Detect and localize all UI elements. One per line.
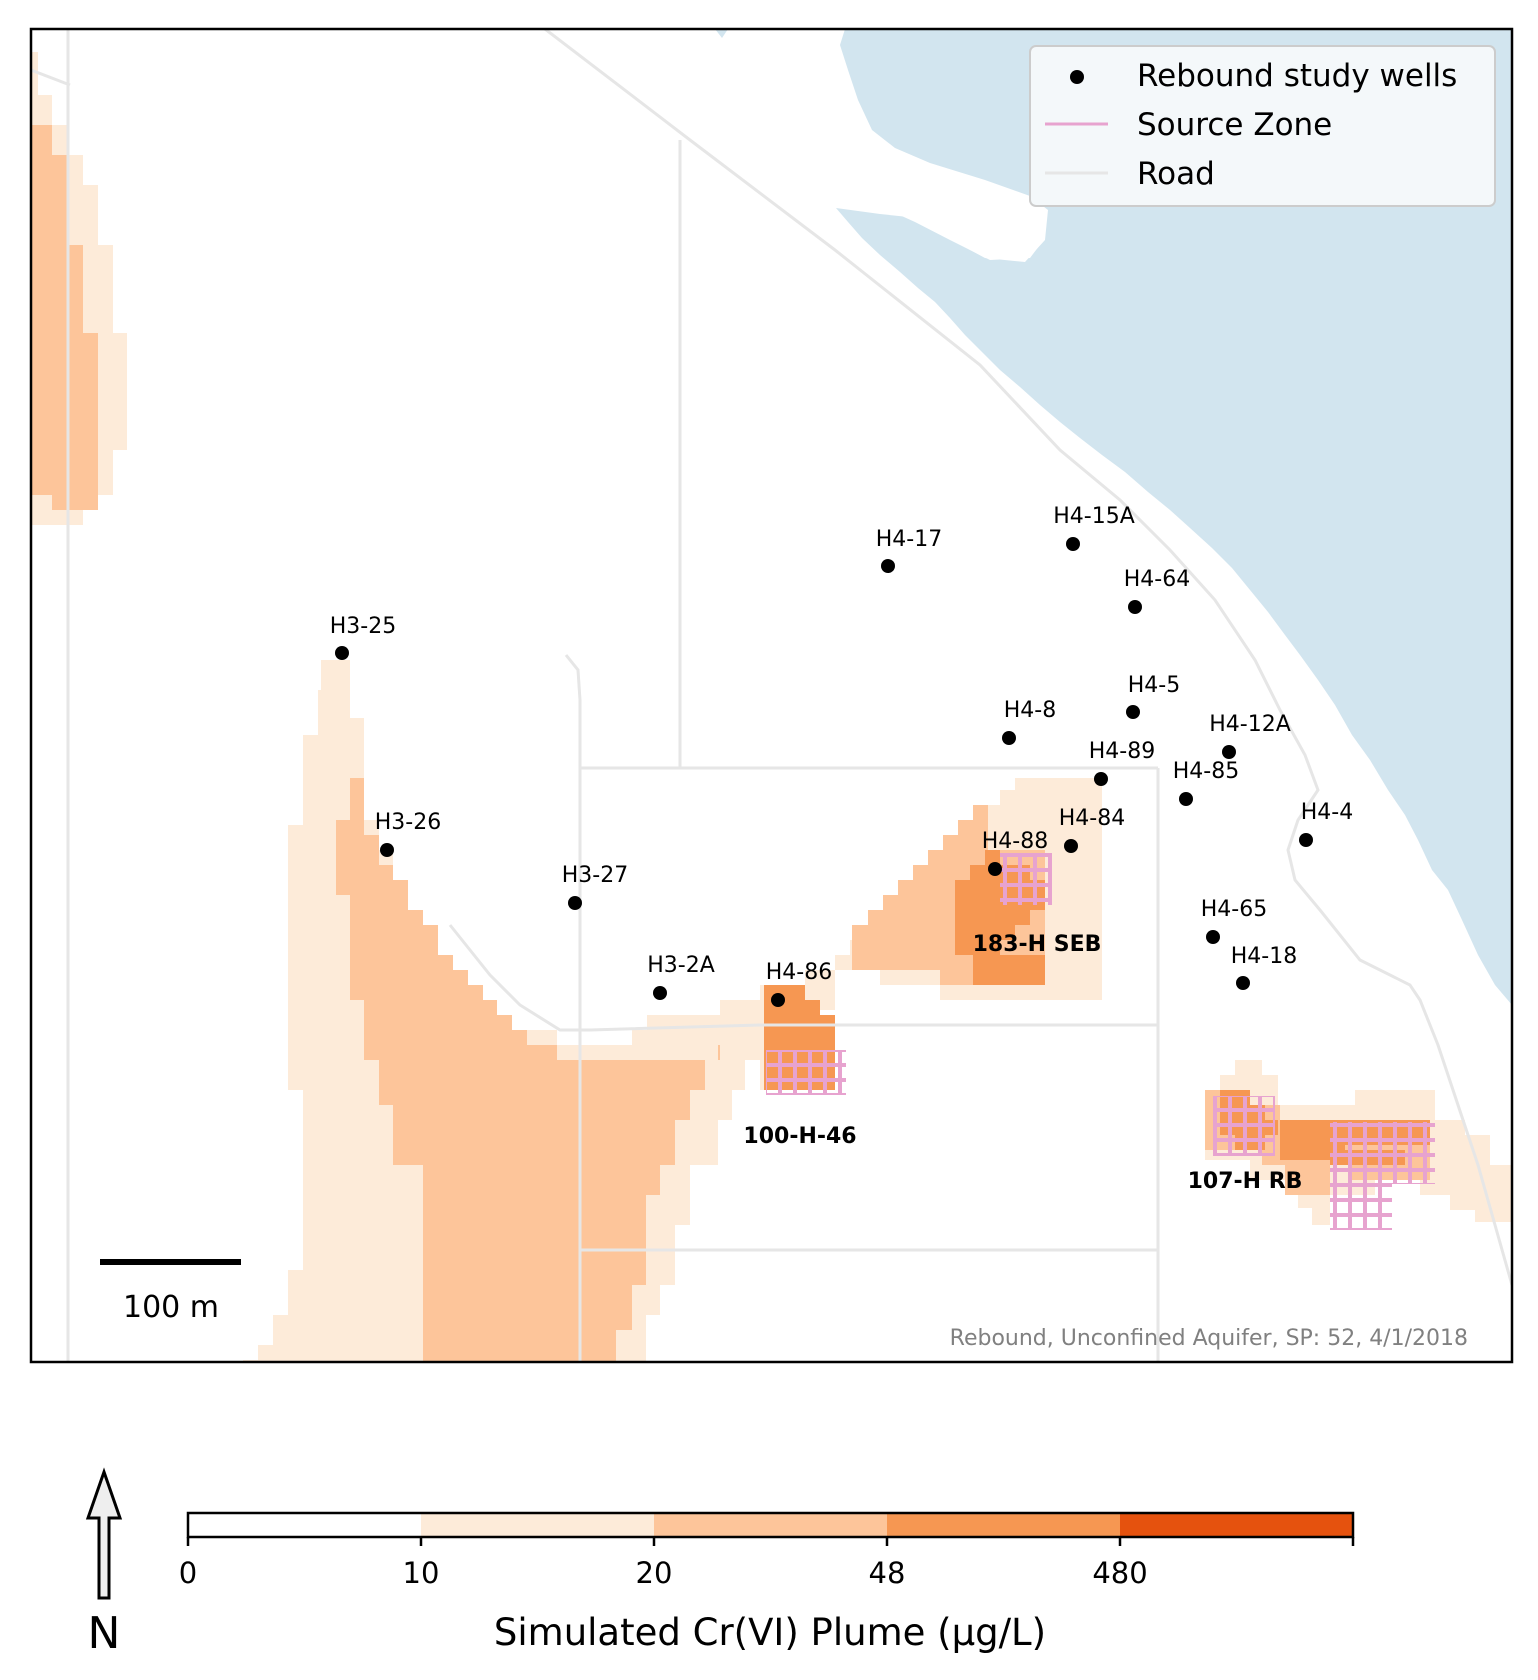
well-h4-12a[interactable]: H4-12A (1209, 712, 1291, 759)
well-label: H4-12A (1209, 712, 1291, 737)
colorbar-tick-label: 20 (636, 1556, 673, 1590)
well-h4-4[interactable]: H4-4 (1299, 800, 1353, 847)
well-label: H4-89 (1089, 739, 1155, 764)
well-label: H4-84 (1059, 806, 1125, 831)
map-note: Rebound, Unconfined Aquifer, SP: 52, 4/1… (950, 1326, 1468, 1351)
well-label: H4-8 (1004, 698, 1056, 723)
colorbar: 0 10 20 48 480 Simulated Cr(VI) Plume (μ… (179, 1511, 1355, 1654)
well-h4-18[interactable]: H4-18 (1231, 944, 1297, 990)
source-zone-107h-rb-c (1330, 1184, 1392, 1230)
colorbar-frame (186, 1511, 1355, 1539)
legend-road-label: Road (1137, 156, 1215, 192)
well-label: H4-85 (1173, 759, 1239, 784)
well-layer: H3-25 H3-26 H3-27 H3-2A H4-86 H4-17 H4-1… (330, 504, 1353, 1007)
well-h4-65[interactable]: H4-65 (1201, 897, 1267, 944)
well-h4-89[interactable]: H4-89 (1089, 739, 1155, 786)
well-h3-27[interactable]: H3-27 (562, 863, 628, 910)
well-h4-8[interactable]: H4-8 (1002, 698, 1056, 745)
well-marker-icon (1070, 70, 1084, 84)
colorbar-tick-label: 480 (1092, 1556, 1147, 1590)
colorbar-segment-48-480 (887, 1513, 1120, 1537)
source-zone-layer (766, 853, 1435, 1230)
source-zone-183h-seb (1000, 853, 1052, 905)
well-label: H4-18 (1231, 944, 1297, 969)
well-h4-15a[interactable]: H4-15A (1053, 504, 1135, 551)
well-h4-64[interactable]: H4-64 (1124, 567, 1190, 614)
well-label: H3-26 (375, 810, 441, 835)
scale-bar: 100 m (100, 1259, 241, 1325)
well-label: H4-5 (1128, 673, 1180, 698)
river-inlet (872, 185, 1045, 260)
well-label: H3-2A (647, 953, 715, 978)
zone-label-107h-rb: 107-H RB (1188, 1169, 1303, 1194)
well-label: H4-15A (1053, 504, 1135, 529)
well-h3-2a[interactable]: H3-2A (647, 953, 715, 1000)
well-label: H3-27 (562, 863, 628, 888)
river-water (836, 29, 1512, 1005)
source-zone-107h-rb-b (1330, 1122, 1435, 1184)
well-h4-17[interactable]: H4-17 (876, 527, 942, 573)
north-label: N (88, 1608, 121, 1659)
source-zone-107h-rb-a (1213, 1096, 1275, 1156)
source-zone-100h46 (766, 1050, 846, 1095)
zone-label-183h-seb: 183-H SEB (973, 932, 1102, 957)
scale-bar-label: 100 m (123, 1290, 219, 1325)
legend-source-zone-label: Source Zone (1137, 107, 1332, 143)
colorbar-segment-0-10 (188, 1513, 421, 1537)
north-arrow-icon (85, 1467, 123, 1600)
well-label: H4-88 (982, 829, 1048, 854)
map-frame (29, 27, 1514, 1364)
well-label: H4-86 (766, 960, 832, 985)
well-label: H3-25 (330, 614, 396, 639)
well-h4-86[interactable]: H4-86 (766, 960, 832, 1007)
colorbar-segment-10-20 (421, 1513, 654, 1537)
well-h4-84[interactable]: H4-84 (1059, 806, 1125, 853)
well-label: H4-17 (876, 527, 942, 552)
roads-layer (31, 29, 1512, 1362)
river-fleck (715, 29, 728, 38)
well-label: H4-4 (1301, 800, 1353, 825)
colorbar-tick-label: 48 (869, 1556, 906, 1590)
colorbar-title: Simulated Cr(VI) Plume (μg/L) (494, 1611, 1046, 1654)
legend-box (1029, 45, 1496, 207)
colorbar-tick-label: 10 (403, 1556, 440, 1590)
well-h4-5[interactable]: H4-5 (1126, 673, 1180, 719)
well-h3-26[interactable]: H3-26 (375, 810, 441, 857)
north-arrow: N (85, 1467, 123, 1659)
well-h4-88[interactable]: H4-88 (982, 829, 1048, 876)
scale-bar-line (100, 1259, 241, 1265)
colorbar-segment-480-plus (1120, 1513, 1353, 1537)
well-label: H4-65 (1201, 897, 1267, 922)
legend-wells-label: Rebound study wells (1137, 58, 1457, 94)
well-h4-85[interactable]: H4-85 (1173, 759, 1239, 806)
well-label: H4-64 (1124, 567, 1190, 592)
colorbar-segment-20-48 (654, 1513, 887, 1537)
colorbar-tick-label: 0 (179, 1556, 197, 1590)
well-h3-25[interactable]: H3-25 (330, 614, 396, 660)
legend: Rebound study wells Source Zone Road (1029, 45, 1496, 207)
zone-label-100h46: 100-H-46 (743, 1124, 856, 1149)
